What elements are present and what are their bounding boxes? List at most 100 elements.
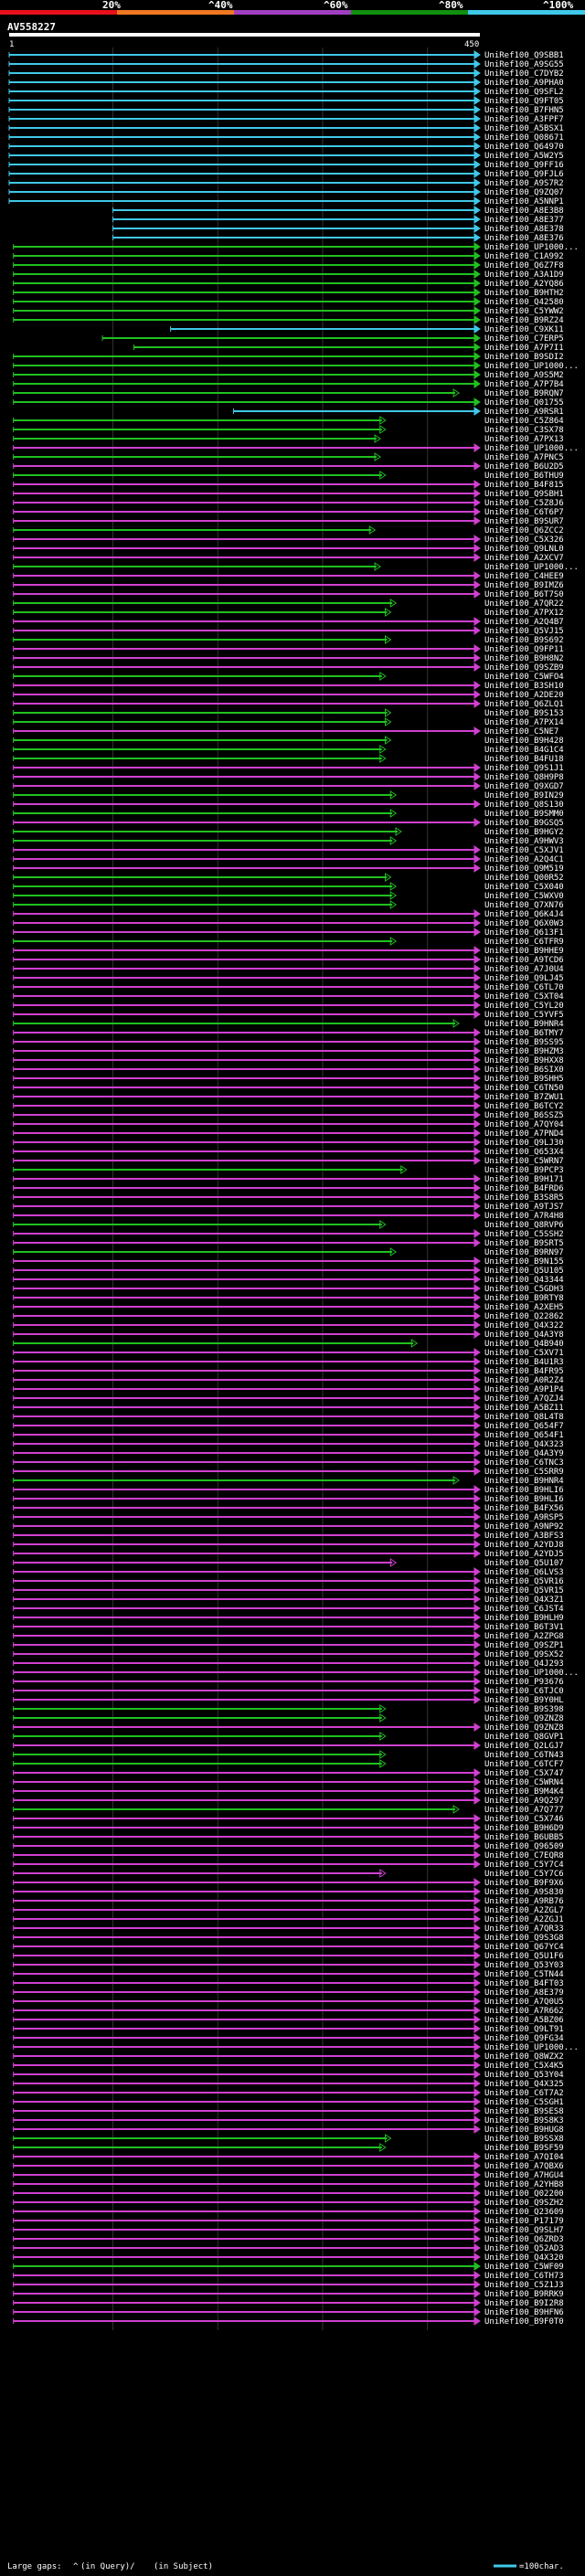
hit-row[interactable]: UniRef100_B9S398 [13, 1704, 564, 1714]
hit-row[interactable]: UniRef100_A9S7R2 [8, 178, 564, 188]
hit-row[interactable]: UniRef100_C5SSH2 [13, 1229, 564, 1239]
hit-id-label[interactable]: UniRef100_Q9ZQ07 [484, 188, 564, 197]
hit-id-label[interactable]: UniRef100_C4HEE9 [484, 572, 564, 581]
hit-row[interactable]: UniRef100_B4U1R3 [13, 1357, 564, 1367]
hit-row[interactable]: UniRef100_C7DYB2 [8, 69, 564, 79]
hit-id-label[interactable]: UniRef100_Q6ZLQ1 [484, 700, 564, 709]
hit-id-label[interactable]: UniRef100_C5X746 [484, 1815, 564, 1824]
hit-id-label[interactable]: UniRef100_A7QY04 [484, 1120, 564, 1129]
hit-id-label[interactable]: UniRef100_A8E376 [484, 234, 564, 243]
hit-row[interactable]: UniRef100_A9S5M2 [13, 370, 564, 380]
hit-id-label[interactable]: UniRef100_Q5U105 [484, 1267, 564, 1276]
hit-row[interactable]: UniRef100_A5W2Y5 [8, 151, 564, 161]
hit-row[interactable]: UniRef100_A2ZPG8 [13, 1631, 564, 1641]
hit-id-label[interactable]: UniRef100_A5BZ11 [484, 1404, 564, 1413]
hit-row[interactable]: UniRef100_UP1000... [13, 2042, 579, 2052]
hit-id-label[interactable]: UniRef100_A9RB76 [484, 1897, 564, 1906]
hit-row[interactable]: UniRef100_Q9FG34 [13, 2033, 564, 2043]
hit-row[interactable]: UniRef100_B9F0T0 [13, 2316, 564, 2327]
hit-id-label[interactable]: UniRef100_Q654F7 [484, 1422, 564, 1431]
hit-row[interactable]: UniRef100_B9SHH5 [13, 1074, 564, 1084]
hit-id-label[interactable]: UniRef100_A9RSR1 [484, 408, 564, 417]
hit-id-label[interactable]: UniRef100_A3A1D9 [484, 270, 564, 280]
hit-id-label[interactable]: UniRef100_A8E3B8 [484, 207, 564, 216]
hit-row[interactable]: UniRef100_Q9FT05 [8, 96, 564, 106]
hit-id-label[interactable]: UniRef100_Q2LGJ7 [484, 1742, 564, 1751]
hit-id-label[interactable]: UniRef100_Q9LT91 [484, 2025, 564, 2034]
hit-id-label[interactable]: UniRef100_Q7XN76 [484, 901, 564, 910]
hit-id-label[interactable]: UniRef100_C5XT04 [484, 992, 564, 1002]
hit-id-label[interactable]: UniRef100_B9H428 [484, 737, 564, 746]
hit-id-label[interactable]: UniRef100_A7Q0U5 [484, 1998, 564, 2007]
hit-id-label[interactable]: UniRef100_C6TL70 [484, 983, 564, 992]
hit-row[interactable]: UniRef100_Q654F1 [13, 1430, 564, 1440]
hit-id-label[interactable]: UniRef100_Q9XGD7 [484, 782, 564, 791]
hit-row[interactable]: UniRef100_C5WF09 [13, 2262, 564, 2272]
hit-row[interactable]: UniRef100_B6SIX0 [13, 1065, 564, 1075]
hit-row[interactable]: UniRef100_A7QY04 [13, 1119, 564, 1129]
hit-row[interactable]: UniRef100_Q9FP11 [13, 644, 564, 654]
hit-row[interactable]: UniRef100_C6TL70 [13, 982, 564, 992]
hit-row[interactable]: UniRef100_Q9FF16 [8, 160, 564, 170]
hit-row[interactable]: UniRef100_A7QR22 [13, 599, 564, 609]
hit-id-label[interactable]: UniRef100_B9HFN6 [484, 2308, 564, 2317]
hit-row[interactable]: UniRef100_B9RN97 [13, 1247, 564, 1257]
hit-id-label[interactable]: UniRef100_B9HUG8 [484, 2125, 564, 2135]
hit-id-label[interactable]: UniRef100_C6TN43 [484, 1751, 564, 1760]
hit-id-label[interactable]: UniRef100_A5BSX1 [484, 124, 564, 133]
hit-id-label[interactable]: UniRef100_Q67YC4 [484, 1943, 564, 1952]
hit-row[interactable]: UniRef100_C6T6P7 [13, 507, 564, 517]
hit-row[interactable]: UniRef100_C5SRR9 [13, 1467, 564, 1477]
hit-id-label[interactable]: UniRef100_Q5VJ15 [484, 627, 564, 636]
hit-row[interactable]: UniRef100_Q9FJL6 [8, 169, 564, 179]
hit-id-label[interactable]: UniRef100_Q4X320 [484, 2253, 564, 2263]
hit-row[interactable]: UniRef100_A2XCV7 [13, 553, 564, 563]
hit-id-label[interactable]: UniRef100_A7PX14 [484, 718, 564, 727]
hit-row[interactable]: UniRef100_A2YDJ5 [13, 1549, 564, 1559]
hit-row[interactable]: UniRef100_A7J0U4 [13, 964, 564, 974]
hit-row[interactable]: UniRef100_Q4X320 [13, 2253, 564, 2263]
hit-id-label[interactable]: UniRef100_Q654F1 [484, 1431, 564, 1440]
hit-row[interactable]: UniRef100_C5Z864 [13, 416, 564, 426]
hit-row[interactable]: UniRef100_Q654F7 [13, 1421, 564, 1431]
hit-row[interactable]: UniRef100_A9S830 [13, 1887, 564, 1897]
hit-row[interactable]: UniRef100_Q9S3G8 [13, 1933, 564, 1943]
hit-row[interactable]: UniRef100_A8E379 [13, 1988, 564, 1998]
hit-id-label[interactable]: UniRef100_C5SRR9 [484, 1468, 564, 1477]
hit-row[interactable]: UniRef100_B9HFN6 [13, 2307, 564, 2317]
hit-row[interactable]: UniRef100_A9HWV3 [13, 836, 564, 846]
hit-row[interactable]: UniRef100_C5X747 [13, 1768, 564, 1778]
hit-row[interactable]: UniRef100_A5NNP1 [8, 196, 564, 207]
hit-id-label[interactable]: UniRef100_C6T7A2 [484, 2089, 564, 2098]
hit-id-label[interactable]: UniRef100_A9SG55 [484, 60, 564, 69]
hit-id-label[interactable]: UniRef100_Q9SZB9 [484, 663, 564, 673]
hit-id-label[interactable]: UniRef100_C5Z8J6 [484, 499, 564, 508]
hit-id-label[interactable]: UniRef100_B9HLH9 [484, 1614, 564, 1623]
hit-id-label[interactable]: UniRef100_B4U1R3 [484, 1358, 564, 1367]
hit-id-label[interactable]: UniRef100_Q8GVP1 [484, 1733, 564, 1742]
hit-id-label[interactable]: UniRef100_Q4A3Y9 [484, 1449, 564, 1458]
hit-row[interactable]: UniRef100_Q67YC4 [13, 1942, 564, 1952]
hit-row[interactable]: UniRef100_B9RTY8 [13, 1293, 564, 1303]
hit-row[interactable]: UniRef100_Q9XGD7 [13, 781, 564, 791]
hit-row[interactable]: UniRef100_B9HZM3 [13, 1046, 564, 1056]
hit-row[interactable]: UniRef100_Q6X0W3 [13, 918, 564, 928]
hit-id-label[interactable]: UniRef100_B9H6D9 [484, 1824, 564, 1833]
hit-row[interactable]: UniRef100_A7P7I1 [133, 343, 564, 353]
hit-id-label[interactable]: UniRef100_A2DE20 [484, 691, 564, 700]
hit-row[interactable]: UniRef100_Q4A3Y8 [13, 1330, 564, 1340]
hit-id-label[interactable]: UniRef100_C5XJV1 [484, 846, 564, 855]
hit-id-label[interactable]: UniRef100_Q9FG34 [484, 2034, 564, 2043]
hit-row[interactable]: UniRef100_B9S692 [13, 635, 564, 645]
hit-id-label[interactable]: UniRef100_A7QR22 [484, 599, 564, 609]
hit-row[interactable]: UniRef100_Q8L4T8 [13, 1412, 564, 1422]
hit-row[interactable]: UniRef100_Q4A3Y9 [13, 1448, 564, 1458]
hit-id-label[interactable]: UniRef100_Q6Z7F8 [484, 261, 564, 270]
hit-row[interactable]: UniRef100_Q9LNL0 [13, 544, 564, 554]
hit-row[interactable]: UniRef100_A9TCD6 [13, 955, 564, 965]
hit-id-label[interactable]: UniRef100_Q9LJ45 [484, 974, 564, 983]
hit-id-label[interactable]: UniRef100_C6TH73 [484, 2272, 564, 2281]
hit-row[interactable]: UniRef100_C5WXV0 [13, 891, 564, 901]
hit-row[interactable]: UniRef100_C5WFO4 [13, 672, 564, 682]
hit-id-label[interactable]: UniRef100_C5X747 [484, 1769, 564, 1778]
